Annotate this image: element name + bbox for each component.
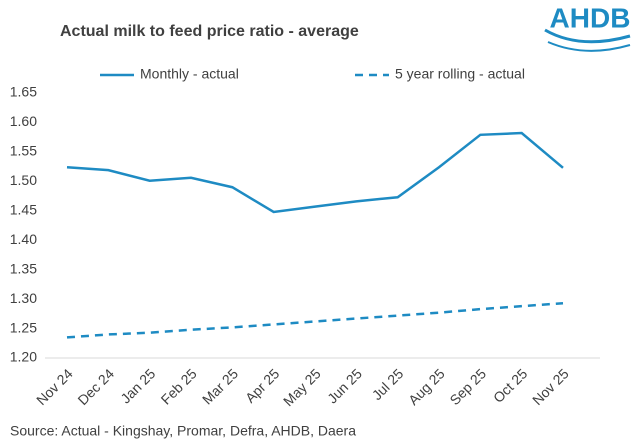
x-tick-label: Oct 25 [490,365,531,406]
y-tick-label: 1.45 [10,201,37,217]
logo: AHDB [544,2,631,52]
y-tick-label: 1.40 [10,231,37,247]
logo-swoosh [547,41,631,52]
x-tick-label: Nov 24 [33,365,76,408]
x-tick-label: Jun 25 [324,365,365,406]
x-tick-label: Jan 25 [117,365,158,406]
y-tick-label: 1.35 [10,260,37,276]
legend-label: Monthly - actual [140,66,239,82]
y-tick-label: 1.30 [10,290,37,306]
y-tick-label: 1.20 [10,349,37,365]
x-tick-label: May 25 [280,365,324,409]
y-tick-label: 1.50 [10,172,37,188]
y-tick-label: 1.65 [10,84,37,100]
x-tick-label: Feb 25 [158,365,200,407]
x-tick-label: Dec 24 [74,365,117,408]
x-tick-label: Apr 25 [242,365,283,406]
x-tick-label: Jul 25 [369,365,407,403]
y-tick-label: 1.60 [10,113,37,129]
x-tick-label: Aug 25 [405,365,448,408]
source-note: Source: Actual - Kingshay, Promar, Defra… [10,423,356,439]
y-tick-label: 1.55 [10,143,37,159]
logo-swoosh [544,28,631,44]
legend-label: 5 year rolling - actual [395,66,525,82]
series-line [66,301,564,339]
chart-title: Actual milk to feed price ratio - averag… [60,23,359,40]
series-line [66,131,564,214]
logo-text: AHDB [550,2,631,33]
x-tick-label: Mar 25 [199,365,241,407]
x-tick-label: Sep 25 [446,365,489,408]
x-tick-label: Nov 25 [529,365,572,408]
y-tick-label: 1.25 [10,319,37,335]
